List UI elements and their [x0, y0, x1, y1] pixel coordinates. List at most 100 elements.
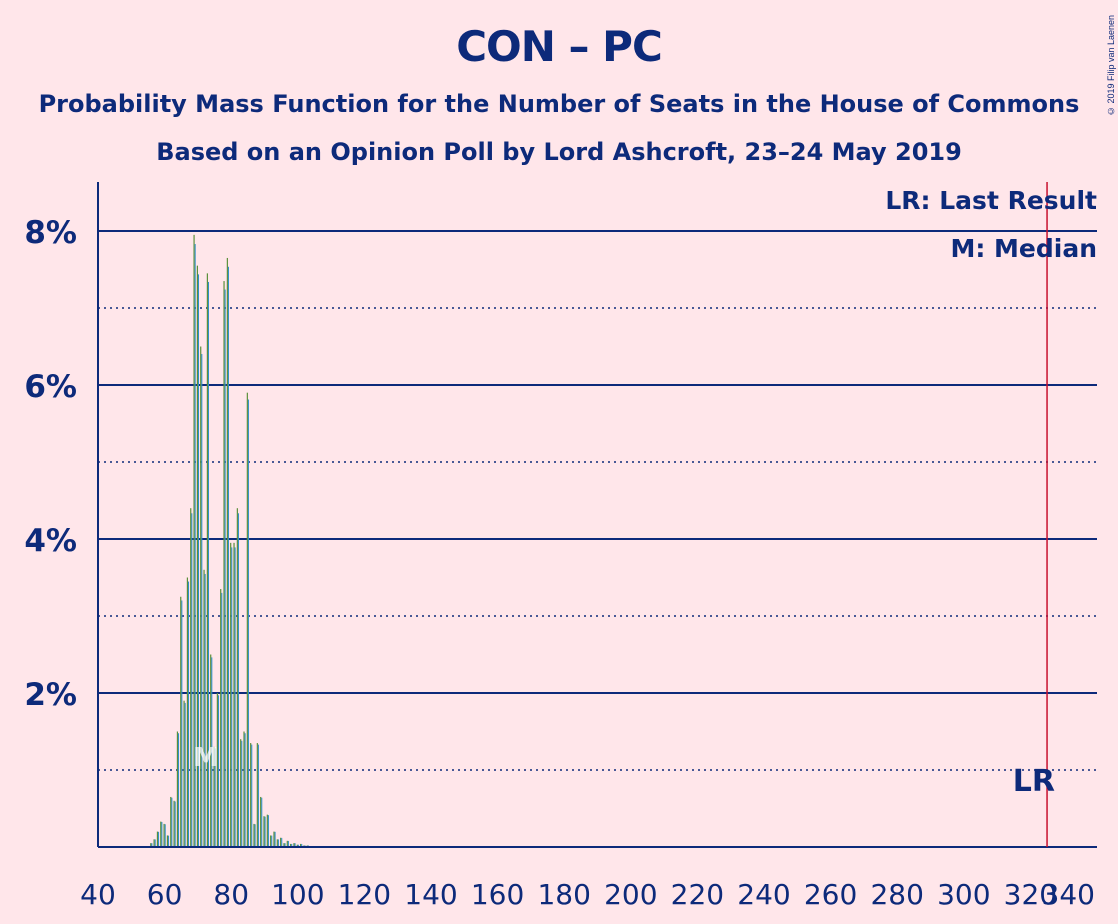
bar-shadow [168, 835, 170, 847]
bar-shadow [231, 547, 233, 847]
x-tick-label: 260 [804, 878, 857, 911]
bar-shadow [277, 839, 279, 847]
bar [216, 693, 218, 847]
bar [230, 542, 232, 847]
bar [170, 796, 172, 847]
x-tick-label: 180 [537, 878, 590, 911]
bar-shadow [241, 740, 243, 847]
x-tick-label: 40 [80, 878, 116, 911]
bar [233, 542, 235, 847]
x-tick-label: 80 [213, 878, 249, 911]
bar [273, 831, 275, 847]
bar-shadow [247, 399, 249, 847]
bar [280, 837, 282, 847]
bar-shadow [254, 824, 256, 847]
chart-source-subtitle: Based on an Opinion Poll by Lord Ashcrof… [156, 138, 962, 166]
bar-shadow [244, 733, 246, 847]
bar [160, 821, 162, 847]
bar [196, 265, 198, 847]
bar-shadow [188, 581, 190, 847]
bar [246, 392, 248, 847]
x-tick-labels: 40 60 80 100 120 140 160 180 200 220 240 260 280 300 3… [80, 878, 1095, 911]
annotations: LR: Last Result M: Median LR M [193, 186, 1097, 799]
bar-shadow [221, 592, 223, 847]
x-tick-label: 140 [404, 878, 457, 911]
bar-shadow [191, 513, 193, 847]
bar-shadow [217, 695, 219, 847]
median-label: M [193, 743, 219, 773]
bar-shadow [234, 547, 236, 847]
bar [173, 800, 175, 847]
x-tick-label: 220 [671, 878, 724, 911]
bar [186, 577, 189, 847]
bar [183, 700, 185, 847]
bar-shadow [164, 824, 166, 847]
bar [190, 508, 192, 847]
bar [180, 596, 182, 847]
y-tick-label: 4% [24, 523, 77, 559]
x-tick-label: 100 [271, 878, 324, 911]
bar [156, 831, 159, 847]
bar-shadow [194, 244, 196, 848]
bar [223, 281, 225, 847]
y-tick-label: 8% [24, 215, 77, 251]
bar-shadow [227, 266, 229, 847]
bar-shadow [151, 843, 153, 847]
bar-shadow [267, 815, 269, 847]
bar [300, 843, 302, 847]
bar [283, 843, 285, 847]
bar-shadow [171, 797, 173, 847]
bar [253, 823, 255, 847]
gridlines [98, 230, 1097, 771]
x-tick-label: 280 [870, 878, 923, 911]
bar [176, 731, 179, 847]
bar [220, 589, 222, 847]
bar [270, 835, 272, 847]
last-result-label: LR [1013, 764, 1055, 799]
bar-shadow [297, 844, 299, 847]
bar-shadow [271, 835, 273, 847]
x-tick-label: 200 [604, 878, 657, 911]
bar [206, 273, 208, 848]
bar-shadow [237, 513, 239, 847]
y-tick-label: 2% [24, 677, 77, 713]
bar-shadow [291, 843, 293, 847]
bar-shadow [251, 744, 253, 847]
y-tick-label: 6% [24, 369, 77, 405]
bar-shadow [257, 744, 259, 847]
bar [213, 746, 215, 847]
seat-probability-bars [150, 234, 309, 848]
bar [200, 346, 202, 847]
bar-shadow [198, 274, 199, 847]
bar-shadow [201, 354, 203, 847]
bar-shadow [184, 702, 186, 847]
bar-shadow [154, 839, 156, 847]
bar [256, 743, 258, 847]
x-tick-label: 60 [147, 878, 183, 911]
bar [293, 843, 295, 847]
chart-title: CON – PC [456, 22, 663, 71]
bar [286, 840, 288, 847]
bar-shadow [204, 573, 206, 847]
bar-shadow [301, 843, 303, 847]
x-tick-label: 240 [737, 878, 790, 911]
legend-last-result: LR: Last Result [885, 186, 1097, 215]
bar-shadow [261, 797, 263, 847]
bar [150, 843, 152, 847]
legend-median: M: Median [950, 234, 1097, 263]
bar [153, 839, 155, 847]
bar [210, 654, 212, 847]
chart-subtitle: Probability Mass Function for the Number… [38, 90, 1080, 118]
bar [166, 835, 169, 847]
bar [296, 844, 298, 847]
bar-shadow [178, 733, 180, 847]
bar-shadow [211, 657, 213, 847]
bar [226, 257, 228, 847]
bar-shadow [287, 840, 289, 847]
x-tick-label: 120 [338, 878, 391, 911]
x-tick-label: 160 [471, 878, 524, 911]
axes [97, 182, 1097, 848]
bar [276, 839, 278, 847]
bar [243, 731, 245, 847]
